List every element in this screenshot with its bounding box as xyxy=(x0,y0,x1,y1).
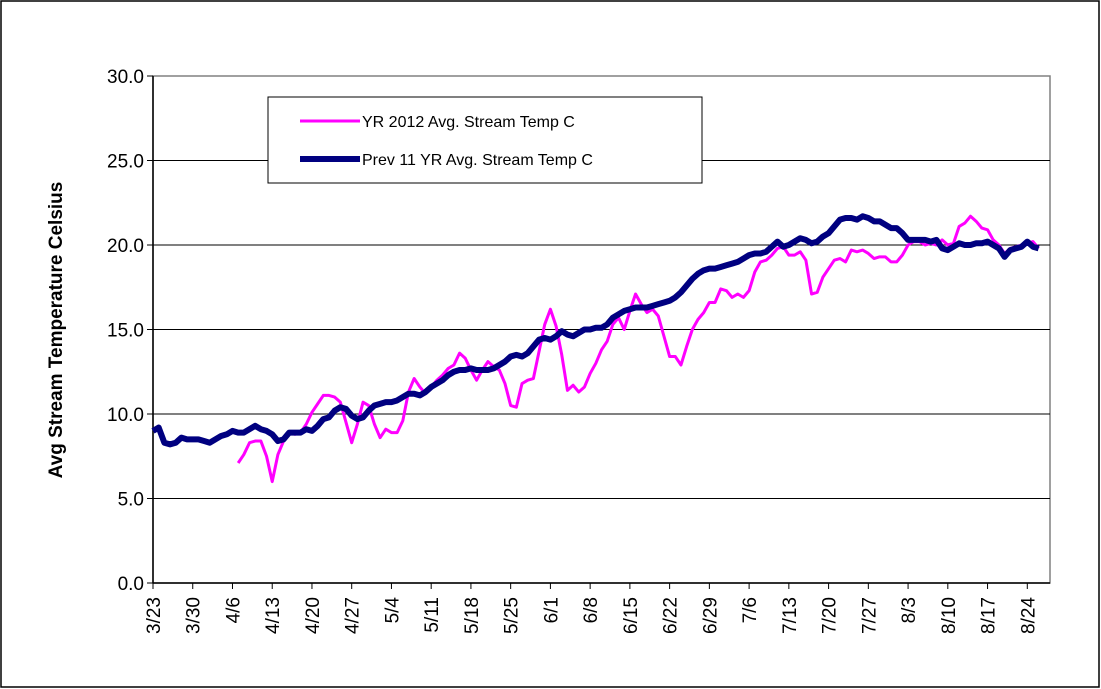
x-tick-label: 6/1 xyxy=(541,597,562,623)
x-tick-label: 8/3 xyxy=(899,597,920,623)
series-line xyxy=(236,214,1040,484)
x-tick-label: 8/17 xyxy=(979,597,1000,634)
legend-box xyxy=(267,96,703,184)
x-tick-label: 6/8 xyxy=(581,597,602,623)
x-tick-label: 7/27 xyxy=(859,597,880,634)
x-tick-label: 5/11 xyxy=(422,597,443,633)
y-tick-label: 25.0 xyxy=(107,152,144,173)
x-tick-label: 7/6 xyxy=(740,597,761,623)
legend-label: YR 2012 Avg. Stream Temp C xyxy=(362,114,575,131)
x-tick-label: 4/27 xyxy=(343,597,364,634)
x-tick-label: 3/30 xyxy=(184,597,205,634)
x-tick-label: 7/20 xyxy=(820,597,841,634)
y-axis-title: Avg Stream Temperature Celsius xyxy=(46,182,67,479)
x-tick-label: 5/25 xyxy=(502,597,523,634)
x-tick-label: 4/13 xyxy=(263,597,284,634)
y-tick-label: 15.0 xyxy=(107,321,144,342)
y-tick-label: 30.0 xyxy=(107,67,144,88)
x-tick-label: 8/10 xyxy=(939,597,960,634)
x-tick-label: 4/6 xyxy=(223,597,244,623)
x-tick-label: 3/23 xyxy=(144,597,165,634)
series-line xyxy=(151,213,1040,448)
x-tick-label: 6/15 xyxy=(621,597,642,634)
x-tick-label: 4/20 xyxy=(303,597,324,634)
x-tick-label: 6/29 xyxy=(700,597,721,634)
y-tick-label: 10.0 xyxy=(107,405,144,426)
x-tick-label: 5/4 xyxy=(382,597,403,624)
x-tick-label: 8/24 xyxy=(1018,597,1039,634)
legend-label: Prev 11 YR Avg. Stream Temp C xyxy=(362,152,593,169)
y-tick-label: 20.0 xyxy=(107,236,144,257)
x-tick-label: 6/22 xyxy=(661,597,682,634)
y-tick-label: 5.0 xyxy=(118,490,144,511)
x-tick-label: 5/18 xyxy=(462,597,483,634)
y-tick-label: 0.0 xyxy=(118,574,144,595)
x-tick-label: 7/13 xyxy=(780,597,801,634)
